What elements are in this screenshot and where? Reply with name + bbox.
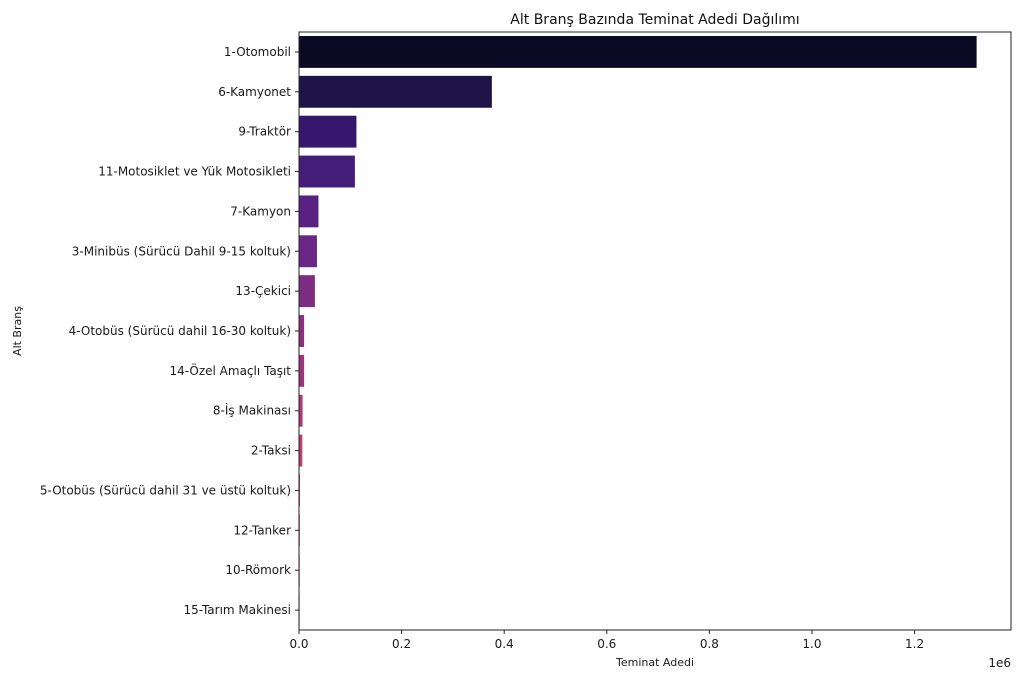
y-tick-label: 13-Çekici (235, 284, 291, 298)
y-tick-label: 15-Tarım Makinesi (183, 603, 291, 617)
bar (299, 35, 977, 68)
plot-frame (298, 31, 1012, 631)
bar (299, 354, 305, 387)
x-tick-label: 0.8 (700, 637, 719, 651)
y-axis-label: Alt Branş (11, 306, 24, 356)
y-tick-label: 9-Traktör (238, 125, 291, 139)
y-tick-label: 7-Kamyon (230, 204, 291, 218)
bar (299, 115, 357, 148)
y-tick-label: 5-Otobüs (Sürücü dahil 31 ve üstü koltuk… (40, 483, 291, 497)
bar (299, 155, 355, 188)
y-tick-label: 10-Römork (225, 563, 291, 577)
chart-title: Alt Branş Bazında Teminat Adedi Dağılımı (510, 12, 799, 28)
bar (299, 394, 303, 427)
y-tick-label: 12-Tanker (233, 523, 291, 537)
y-tick-label: 8-İş Makinası (213, 403, 291, 418)
x-tick-label: 1.2 (905, 637, 924, 651)
y-tick-label: 14-Özel Amaçlı Taşıt (169, 362, 291, 378)
x-tick-label: 1.0 (802, 637, 821, 651)
bar (299, 474, 301, 507)
bar (299, 75, 492, 108)
bar (299, 434, 303, 467)
y-tick-label: 3-Minibüs (Sürücü Dahil 9-15 koltuk) (72, 244, 291, 258)
x-axis-offset-label: 1e6 (988, 656, 1011, 670)
bar (299, 275, 315, 308)
x-tick-label: 0.6 (597, 637, 616, 651)
x-tick-label: 0.4 (495, 637, 514, 651)
x-tick-label: 0.2 (392, 637, 411, 651)
x-axis-label: Teminat Adedi (615, 656, 694, 669)
bar (299, 315, 305, 347)
y-tick-label: 2-Taksi (251, 444, 291, 458)
bar (299, 195, 319, 228)
y-tick-label: 4-Otobüs (Sürücü dahil 16-30 koltuk) (69, 324, 291, 338)
y-tick-label: 1-Otomobil (224, 45, 291, 59)
y-tick-label: 11-Motosiklet ve Yük Motosikleti (98, 165, 291, 179)
x-tick-label: 0.0 (289, 637, 308, 651)
y-tick-label: 6-Kamyonet (218, 85, 291, 99)
bar (299, 235, 317, 268)
